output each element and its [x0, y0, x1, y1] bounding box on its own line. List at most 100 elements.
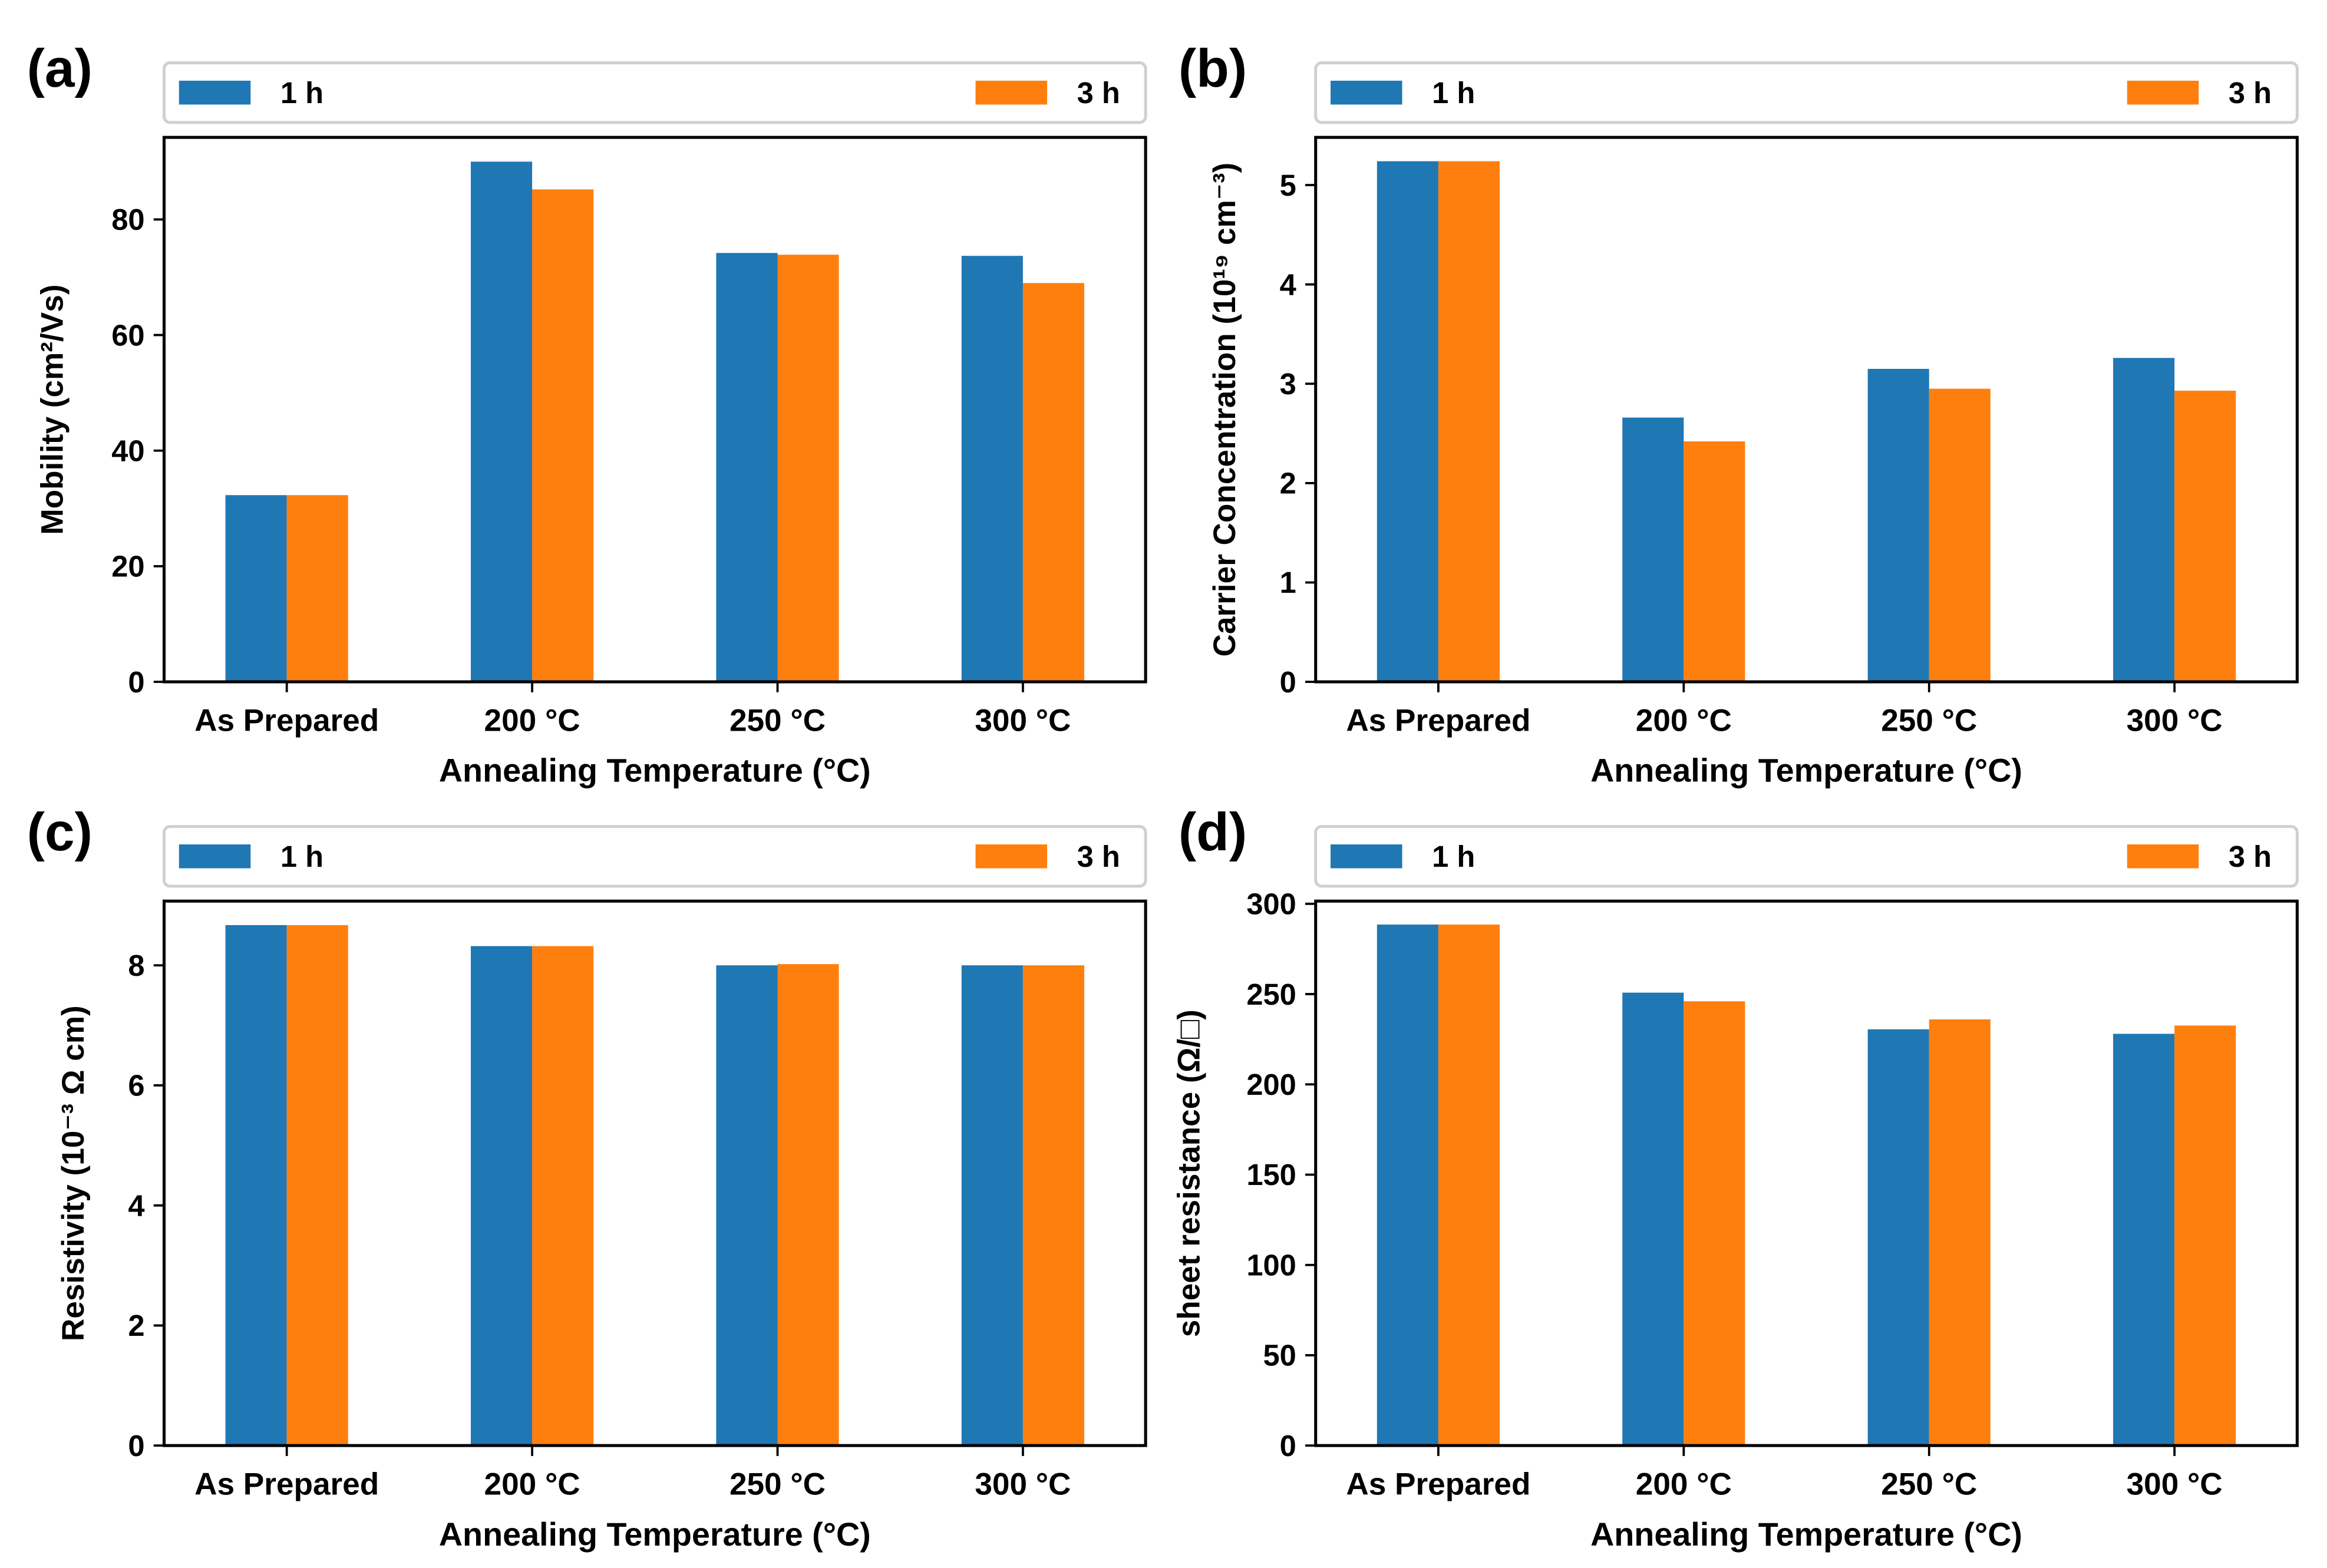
bar [470, 161, 533, 682]
y-tick-label: 40 [111, 434, 144, 467]
bar [1377, 925, 1438, 1446]
plot-frame [162, 899, 1147, 1447]
bar [1929, 388, 1991, 682]
legend-label: 3 h [2229, 76, 2272, 110]
bar [716, 965, 778, 1446]
bar [2113, 1034, 2175, 1446]
bar [470, 946, 533, 1446]
y-axis-label: Resistivity (10⁻³ Ω cm) [56, 1005, 91, 1341]
x-tick-label: As Prepared [1346, 704, 1530, 738]
legend-swatch [1331, 80, 1402, 105]
bar [961, 256, 1023, 682]
bar [1867, 368, 1929, 682]
y-tick-label: 4 [128, 1189, 144, 1222]
x-tick-label: 200 °C [1636, 1467, 1732, 1502]
legend-frame [162, 825, 1147, 888]
legend-label: 1 h [280, 840, 324, 873]
y-axis-label: sheet resistance (Ω/□) [1171, 1009, 1206, 1337]
y-tick-label: 0 [1280, 665, 1296, 699]
bar [225, 925, 287, 1446]
bar [1684, 441, 1745, 682]
y-axis-label: Mobility (cm²/Vs) [35, 285, 70, 535]
x-tick-label: 300 °C [2127, 704, 2223, 738]
y-tick-label: 150 [1246, 1158, 1296, 1191]
y-tick-label: 60 [111, 318, 144, 352]
bar [1622, 417, 1684, 682]
panel-label: (d) [1179, 803, 1247, 862]
panel-label: (b) [1179, 39, 1247, 98]
x-axis-label: Annealing Temperature (°C) [1590, 1516, 2022, 1553]
y-tick-label: 0 [1280, 1429, 1296, 1463]
bar [2174, 391, 2236, 682]
y-tick-label: 2 [1280, 467, 1296, 500]
bar [1438, 161, 1500, 682]
bar [286, 925, 348, 1446]
legend-frame [1314, 61, 2299, 124]
bar [1867, 1029, 1929, 1446]
y-tick-label: 20 [111, 550, 144, 583]
chart-panel-1: (a) 1 h 3 h As Prepared 200 °C 250 °C 300 °C 0 2… [27, 39, 1147, 789]
y-tick-label: 200 [1246, 1068, 1296, 1101]
bar [532, 189, 594, 682]
x-tick-label: 200 °C [484, 1467, 580, 1502]
y-tick-label: 0 [128, 1429, 144, 1463]
legend: 1 h 3 h [162, 825, 1147, 888]
legend-label: 3 h [1077, 840, 1120, 873]
x-tick-label: 250 °C [1881, 704, 1977, 738]
plot-frame [162, 136, 1147, 684]
bar [1438, 925, 1500, 1446]
plot-frame [1314, 136, 2299, 684]
bar [2113, 358, 2175, 682]
y-tick-label: 6 [128, 1069, 144, 1102]
legend-swatch [975, 80, 1048, 105]
y-tick-label: 2 [128, 1309, 144, 1342]
y-tick-label: 1 [1280, 566, 1296, 599]
panel-label: (a) [27, 39, 93, 98]
legend-label: 1 h [1432, 840, 1475, 873]
legend-label: 3 h [2229, 840, 2272, 873]
plot-frame [1314, 899, 2299, 1447]
bar [1684, 1001, 1745, 1446]
legend-label: 1 h [280, 76, 324, 110]
x-tick-label: 250 °C [730, 704, 826, 738]
y-tick-label: 8 [128, 949, 144, 982]
bar [225, 495, 287, 682]
y-tick-label: 100 [1246, 1248, 1296, 1282]
x-tick-label: As Prepared [194, 704, 379, 738]
x-axis-label: Annealing Temperature (°C) [439, 1516, 871, 1553]
bar [961, 965, 1023, 1446]
y-tick-label: 3 [1280, 367, 1296, 401]
legend-label: 3 h [1077, 76, 1120, 110]
legend: 1 h 3 h [162, 61, 1147, 124]
bar [1022, 965, 1085, 1446]
x-axis-label: Annealing Temperature (°C) [439, 752, 871, 789]
y-tick-label: 300 [1246, 887, 1296, 921]
x-tick-label: 250 °C [730, 1467, 826, 1502]
x-tick-label: 300 °C [975, 1467, 1071, 1502]
panel-label: (c) [27, 803, 93, 862]
legend-label: 1 h [1432, 76, 1475, 110]
bar [777, 964, 839, 1446]
x-tick-label: 300 °C [975, 704, 1071, 738]
x-tick-label: 200 °C [484, 704, 580, 738]
bar [1622, 992, 1684, 1446]
legend: 1 h 3 h [1314, 825, 2299, 888]
chart-panel-2: (b) 1 h 3 h As Prepared 200 °C 250 °C 300 °C 0 1… [1179, 39, 2299, 789]
y-tick-label: 4 [1280, 268, 1296, 301]
legend-frame [1314, 825, 2299, 888]
bar [1929, 1019, 1991, 1446]
bar [532, 946, 594, 1446]
x-tick-label: As Prepared [1346, 1467, 1530, 1502]
y-tick-label: 250 [1246, 978, 1296, 1011]
legend-frame [162, 61, 1147, 124]
legend-swatch [179, 844, 251, 869]
x-tick-label: 250 °C [1881, 1467, 1977, 1502]
y-axis-label: Carrier Concentration (10¹⁹ cm⁻³) [1207, 163, 1242, 657]
x-tick-label: 300 °C [2127, 1467, 2223, 1502]
bar [716, 253, 778, 682]
bar [1377, 161, 1438, 682]
legend-swatch [2127, 80, 2199, 105]
x-tick-label: As Prepared [194, 1467, 379, 1502]
chart-panel-3: (c) 1 h 3 h As Prepared 200 °C 250 °C 300 °C 0 2… [27, 803, 1147, 1553]
